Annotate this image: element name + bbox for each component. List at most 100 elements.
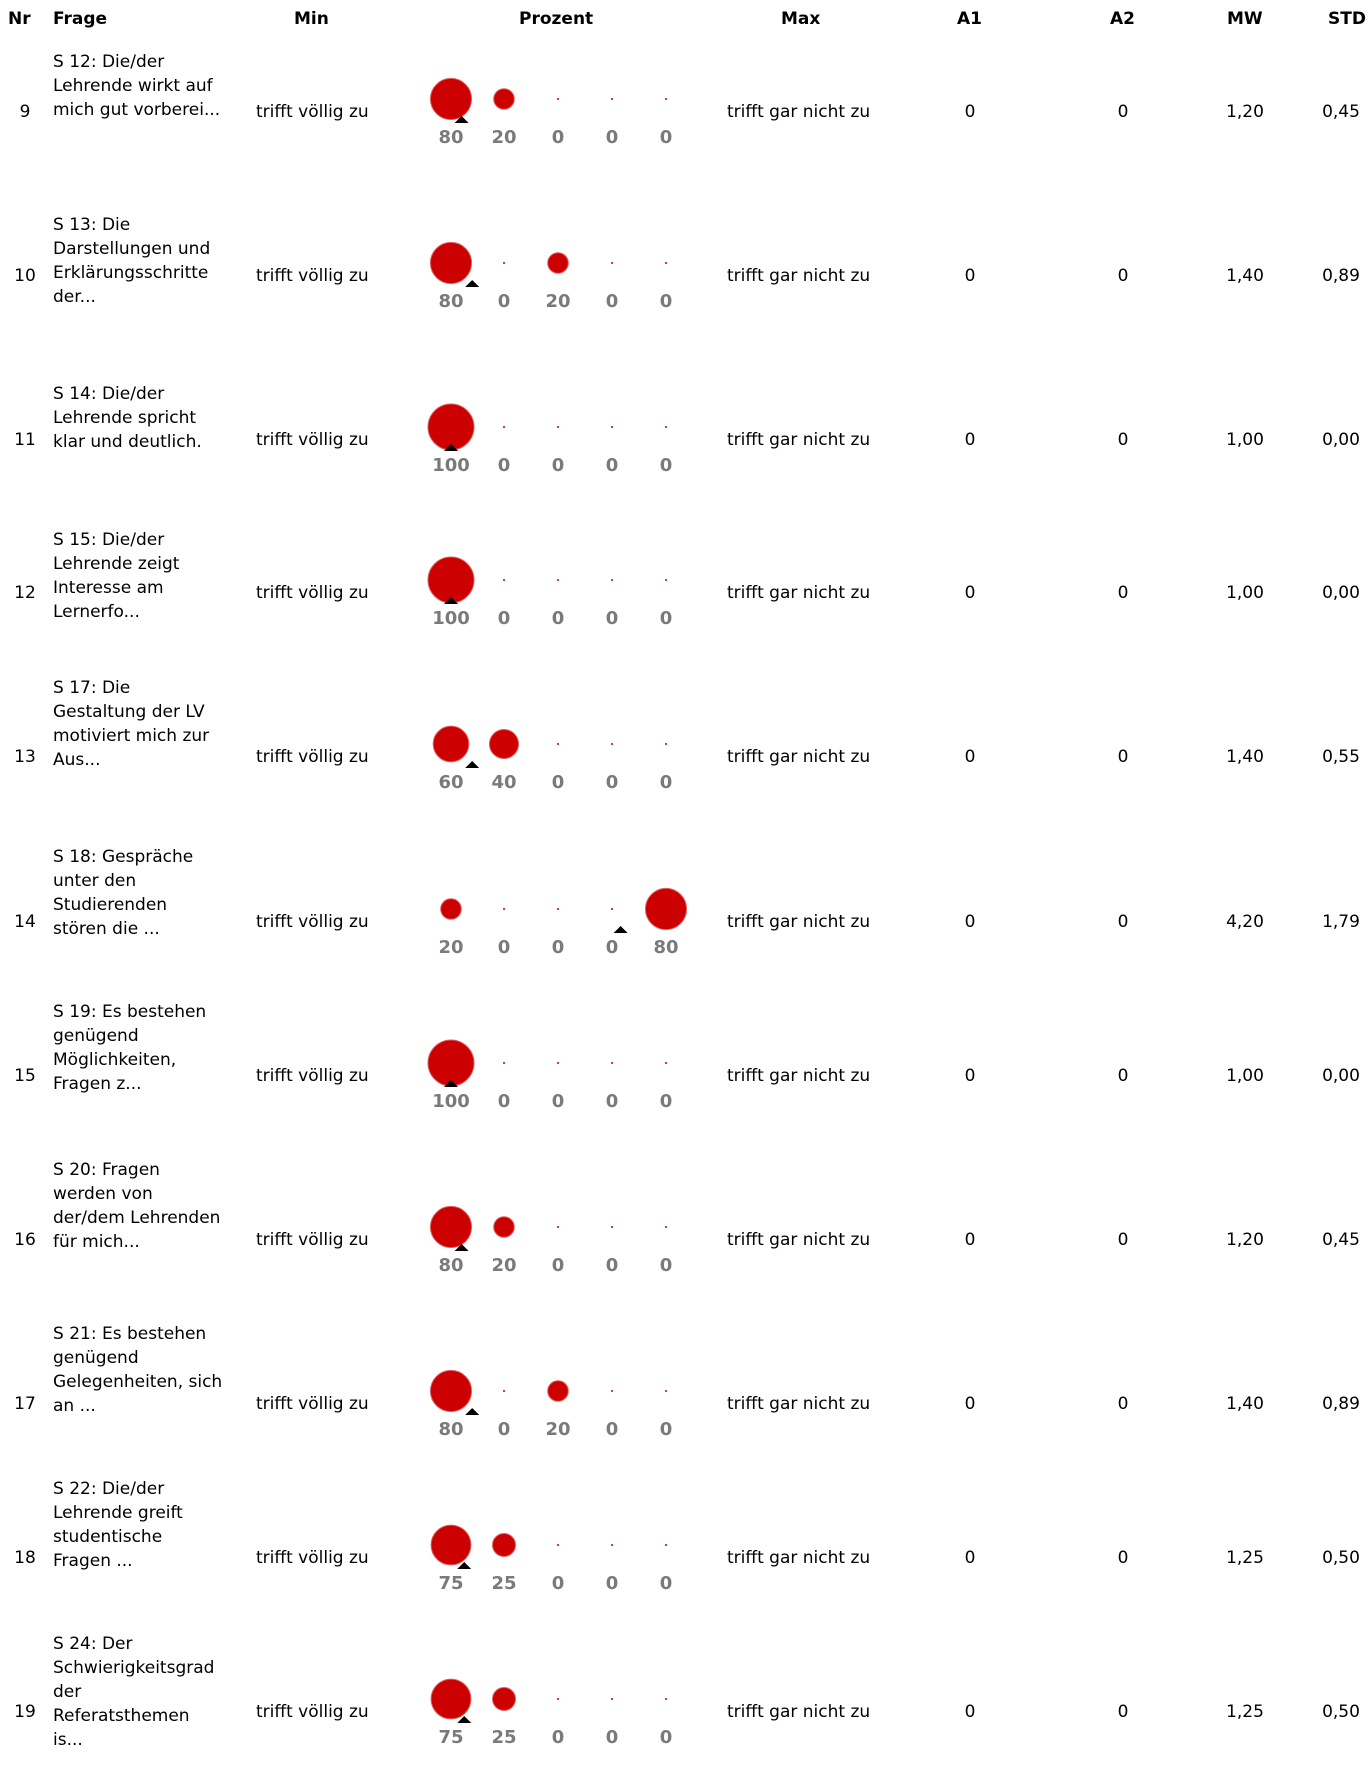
percent-label: 80: [438, 291, 463, 312]
header-a2: A2: [1110, 9, 1135, 29]
percent-label: 80: [438, 1255, 463, 1276]
percent-bubble: [611, 262, 613, 264]
percent-label: 0: [660, 291, 673, 312]
percent-bubble-chart: 100 0 0 0 0: [427, 1039, 673, 1112]
question-text: S 19: Es bestehen genügend Möglichkeiten…: [53, 1002, 207, 1094]
percent-label: 75: [438, 1573, 463, 1594]
percent-bubble: [557, 426, 559, 428]
row-number: 18: [14, 1548, 36, 1568]
percent-bubble: [665, 98, 667, 100]
header-mw: MW: [1227, 9, 1263, 29]
a1-value: 0: [964, 430, 976, 450]
percent-bubble: [611, 579, 613, 581]
percent-bubble: [492, 1533, 516, 1557]
a1-value: 0: [964, 912, 976, 932]
max-label: trifft gar nicht zu: [727, 1394, 871, 1414]
percent-label: 0: [606, 772, 619, 793]
percent-bubble: [665, 579, 667, 581]
a2-value: 0: [1117, 1548, 1129, 1568]
max-label: trifft gar nicht zu: [727, 102, 871, 122]
percent-bubble: [429, 241, 473, 285]
table-row: 18 S 22: Die/der Lehrende greift studenti…: [0, 1477, 1368, 1627]
question-text: S 15: Die/der Lehrende zeigt Interesse a…: [53, 530, 180, 622]
percent-bubble-chart: 80 0 20 0 0: [429, 1369, 673, 1440]
question-text: S 17: Die Gestaltung der LV motiviert mi…: [53, 678, 210, 770]
std-value: 0,55: [1322, 747, 1360, 767]
mean-marker: [444, 1080, 458, 1087]
percent-bubble: [503, 908, 505, 910]
percent-bubble: [503, 426, 505, 428]
a2-value: 0: [1117, 266, 1129, 286]
mean-marker: [454, 116, 469, 123]
percent-bubble: [492, 1687, 516, 1711]
percent-bubble: [611, 1390, 613, 1392]
std-value: 0,00: [1322, 583, 1360, 603]
std-value: 0,00: [1322, 1066, 1360, 1086]
mean-marker: [613, 926, 628, 933]
min-label: trifft völlig zu: [256, 430, 369, 450]
percent-bubble: [488, 728, 520, 760]
percent-label: 25: [491, 1727, 516, 1748]
min-label: trifft völlig zu: [256, 1066, 369, 1086]
percent-bubble-chart: 75 25 0 0 0: [430, 1678, 672, 1748]
percent-label: 60: [438, 772, 463, 793]
mean-value: 1,00: [1226, 430, 1264, 450]
percent-bubble: [665, 262, 667, 264]
percent-label: 0: [552, 772, 565, 793]
mean-marker: [457, 1562, 472, 1569]
percent-label: 0: [660, 1419, 673, 1440]
mean-marker: [444, 444, 458, 451]
percent-label: 0: [498, 1091, 511, 1112]
a2-value: 0: [1117, 583, 1129, 603]
percent-label: 0: [606, 127, 619, 148]
percent-label: 20: [491, 1255, 516, 1276]
percent-bubble: [430, 1524, 472, 1566]
percent-bubble: [611, 1062, 613, 1064]
percent-label: 0: [660, 772, 673, 793]
percent-label: 20: [491, 127, 516, 148]
percent-bubble: [503, 1062, 505, 1064]
percent-label: 0: [606, 1573, 619, 1594]
question-text: S 13: Die Darstellungen und Erklärungssc…: [53, 215, 211, 307]
min-label: trifft völlig zu: [256, 583, 369, 603]
percent-label: 0: [606, 455, 619, 476]
percent-bubble: [557, 1062, 559, 1064]
std-value: 0,45: [1322, 102, 1360, 122]
header-std: STD: [1328, 9, 1366, 29]
a2-value: 0: [1117, 102, 1129, 122]
row-number: 12: [14, 583, 36, 603]
percent-label: 0: [606, 1255, 619, 1276]
a1-value: 0: [964, 747, 976, 767]
mean-marker: [465, 280, 480, 287]
percent-bubble: [611, 1544, 613, 1546]
percent-bubble-chart: 100 0 0 0 0: [427, 556, 673, 629]
percent-label: 0: [606, 1419, 619, 1440]
row-number: 10: [14, 266, 36, 286]
min-label: trifft völlig zu: [256, 266, 369, 286]
a1-value: 0: [964, 1548, 976, 1568]
percent-label: 0: [552, 1727, 565, 1748]
min-label: trifft völlig zu: [256, 1702, 369, 1722]
percent-label: 0: [660, 1091, 673, 1112]
percent-label: 0: [498, 608, 511, 629]
percent-bubble: [547, 1380, 569, 1402]
a1-value: 0: [964, 1702, 976, 1722]
percent-bubble: [503, 262, 505, 264]
question-text: S 20: Fragen werden von der/dem Lehrende…: [53, 1160, 221, 1252]
percent-label: 100: [432, 455, 470, 476]
mean-value: 1,40: [1226, 747, 1264, 767]
mean-marker: [465, 761, 480, 768]
percent-label: 0: [552, 608, 565, 629]
a1-value: 0: [964, 583, 976, 603]
percent-label: 0: [660, 1255, 673, 1276]
percent-bubble: [611, 1226, 613, 1228]
std-value: 0,45: [1322, 1230, 1360, 1250]
percent-bubble: [665, 743, 667, 745]
percent-bubble: [429, 1369, 473, 1413]
percent-label: 0: [660, 608, 673, 629]
percent-bubble: [557, 908, 559, 910]
percent-bubble: [665, 1226, 667, 1228]
table-row: 17 S 21: Es bestehen genügend Gelegenheit…: [0, 1322, 1368, 1472]
question-text: S 12: Die/der Lehrende wirkt auf mich gu…: [53, 52, 221, 120]
question-text: S 22: Die/der Lehrende greift studentisc…: [53, 1479, 183, 1571]
